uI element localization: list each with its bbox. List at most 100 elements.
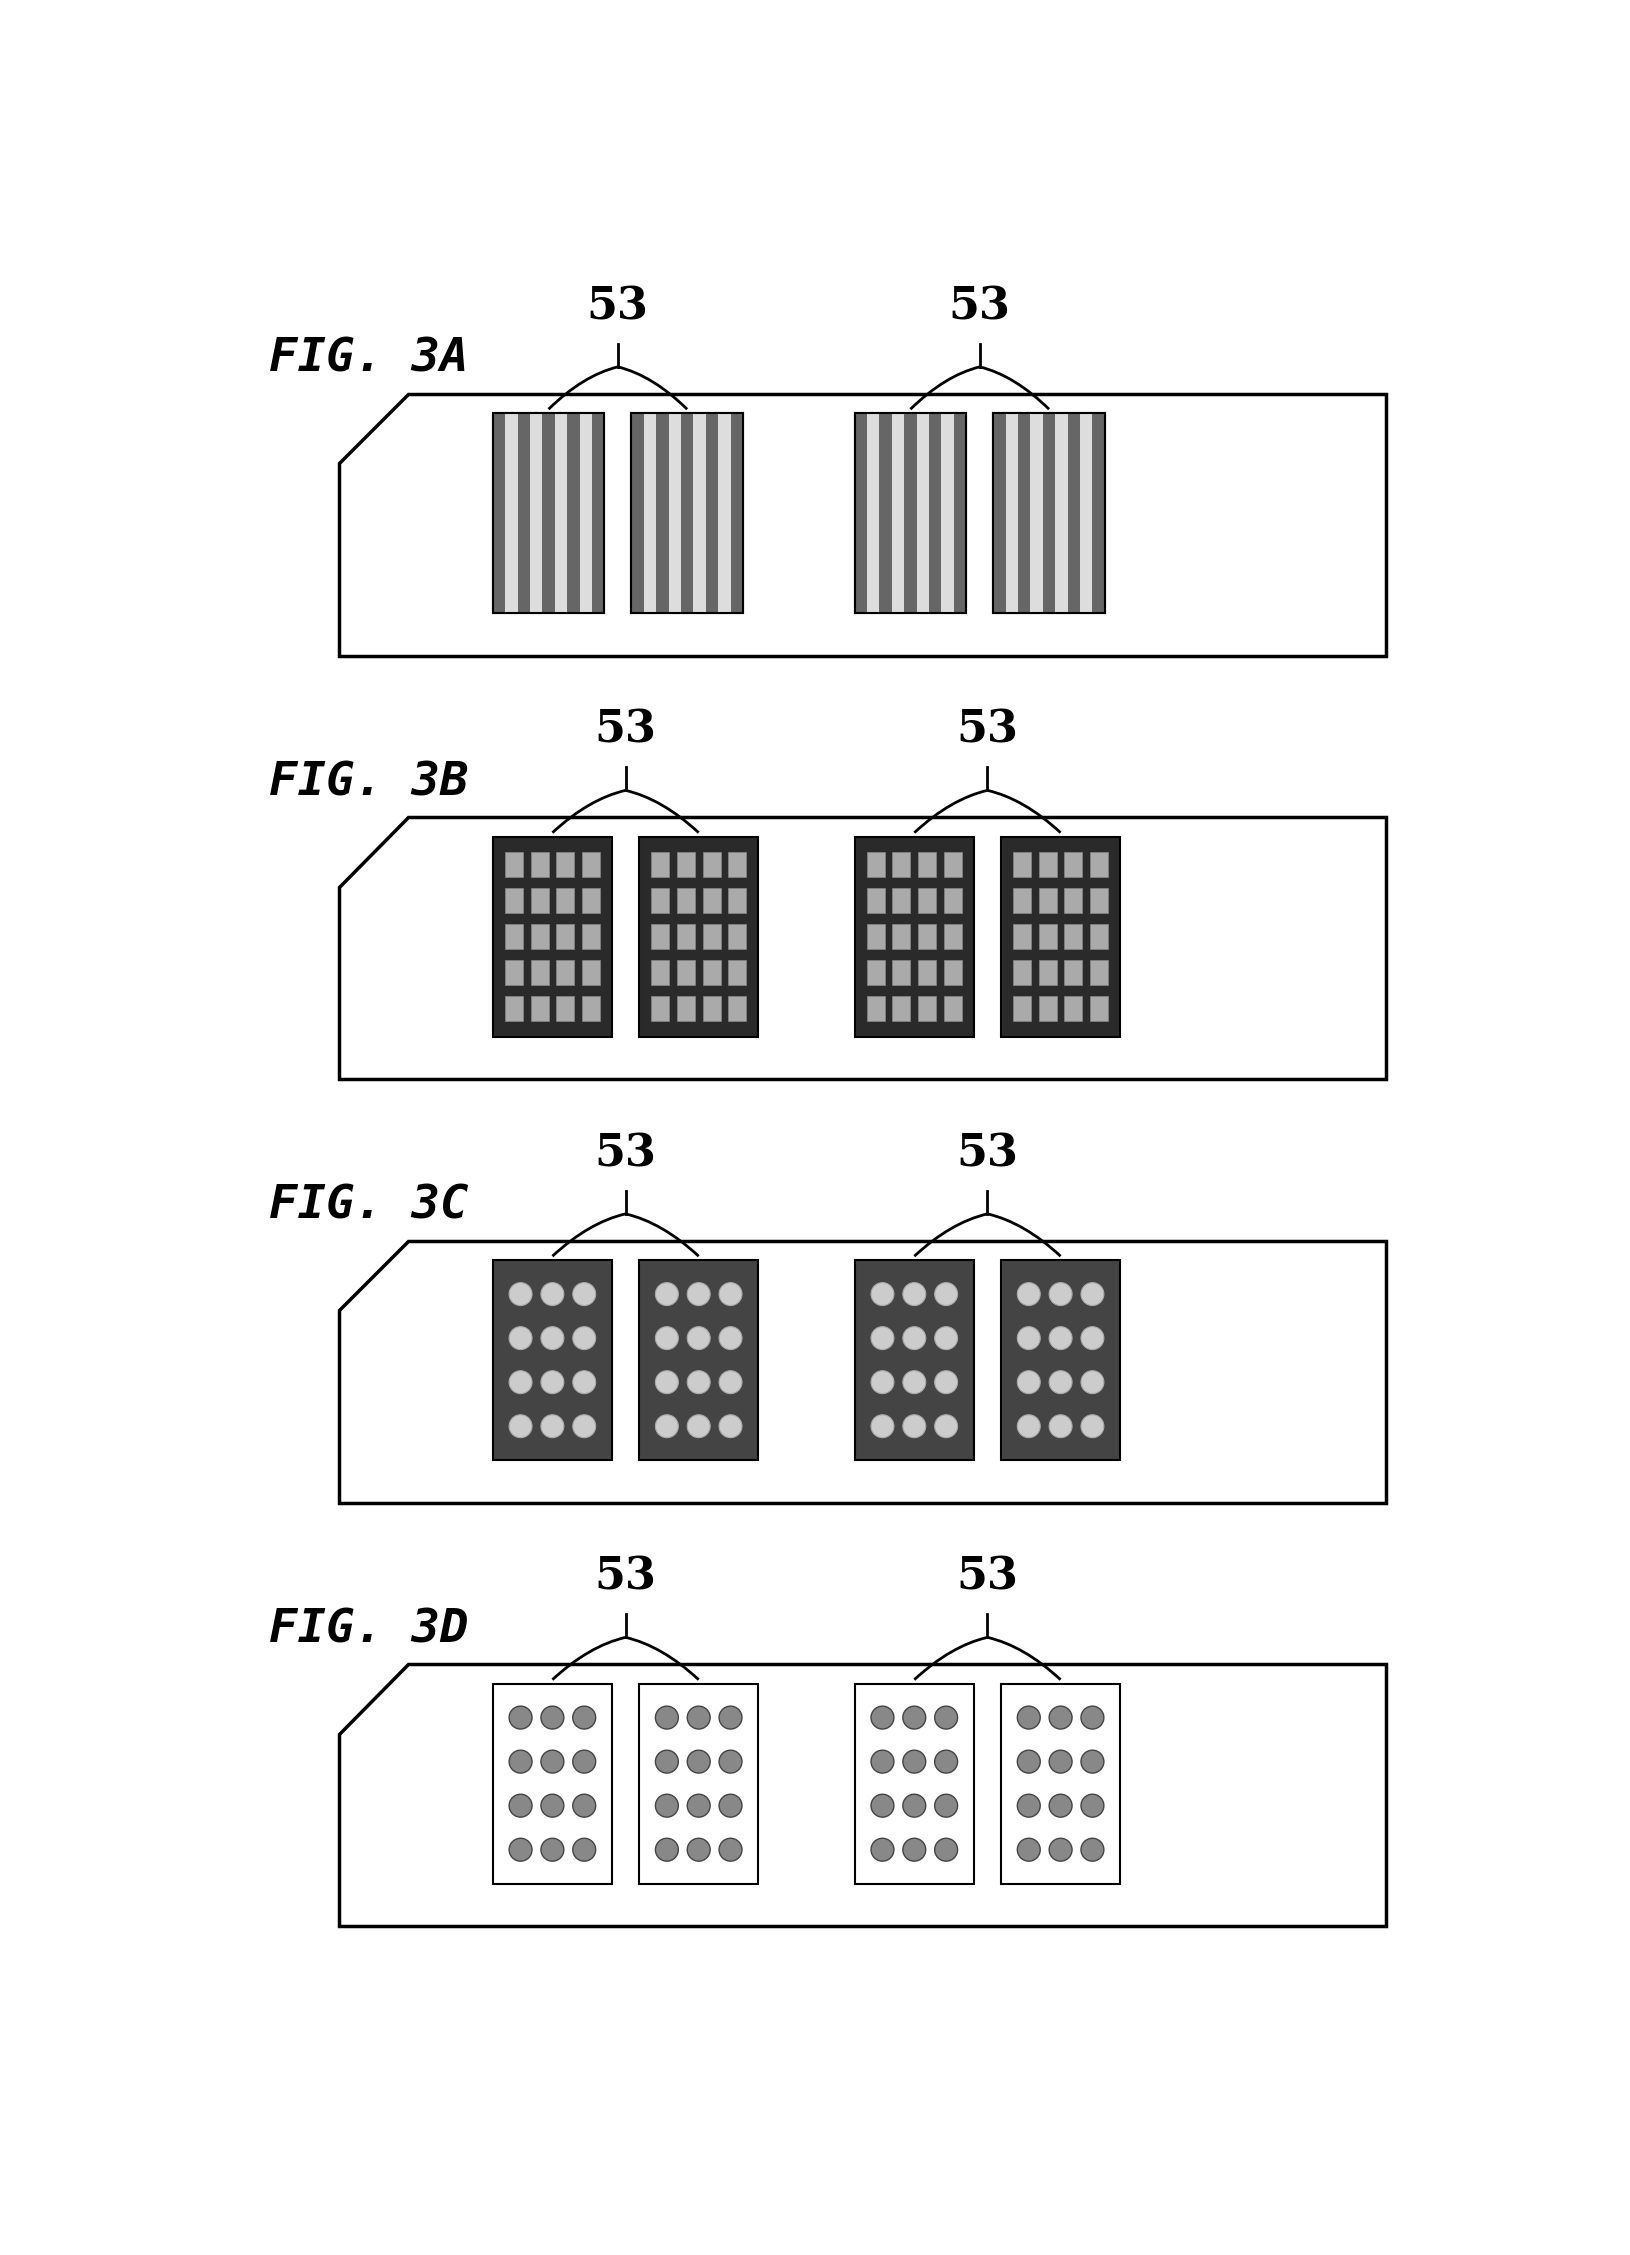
Bar bbox=[652, 925, 670, 949]
Bar bbox=[639, 837, 758, 1037]
Circle shape bbox=[719, 1750, 742, 1772]
Bar bbox=[676, 852, 694, 877]
Bar bbox=[652, 852, 670, 877]
Bar bbox=[531, 925, 549, 949]
Bar bbox=[918, 925, 936, 949]
Bar bbox=[867, 925, 885, 949]
Circle shape bbox=[719, 1414, 742, 1439]
Bar bbox=[918, 997, 936, 1022]
Circle shape bbox=[719, 1283, 742, 1306]
Bar bbox=[505, 852, 523, 877]
Circle shape bbox=[572, 1707, 595, 1730]
Circle shape bbox=[934, 1371, 957, 1394]
Bar bbox=[1092, 413, 1105, 613]
Circle shape bbox=[1050, 1795, 1073, 1818]
Circle shape bbox=[934, 1838, 957, 1860]
Bar bbox=[954, 413, 967, 613]
Circle shape bbox=[870, 1707, 893, 1730]
Bar bbox=[706, 413, 719, 613]
Bar bbox=[1001, 837, 1120, 1037]
Circle shape bbox=[1081, 1707, 1104, 1730]
Text: FIG. 3D: FIG. 3D bbox=[269, 1608, 469, 1653]
Bar bbox=[1064, 852, 1082, 877]
Bar bbox=[556, 925, 574, 949]
Bar bbox=[492, 1684, 613, 1883]
Bar bbox=[556, 888, 574, 913]
Bar bbox=[652, 888, 670, 913]
Bar bbox=[867, 997, 885, 1022]
Circle shape bbox=[934, 1283, 957, 1306]
Bar bbox=[1001, 1684, 1120, 1883]
Bar bbox=[492, 837, 613, 1037]
Circle shape bbox=[541, 1283, 564, 1306]
Polygon shape bbox=[339, 395, 1386, 656]
Circle shape bbox=[903, 1371, 926, 1394]
Bar bbox=[652, 997, 670, 1022]
Bar bbox=[918, 888, 936, 913]
Bar bbox=[1014, 852, 1032, 877]
Polygon shape bbox=[339, 816, 1386, 1080]
Circle shape bbox=[903, 1795, 926, 1818]
Bar bbox=[1064, 925, 1082, 949]
Text: 53: 53 bbox=[595, 708, 657, 751]
Circle shape bbox=[870, 1750, 893, 1772]
Circle shape bbox=[1017, 1795, 1040, 1818]
Bar bbox=[703, 961, 720, 985]
Circle shape bbox=[934, 1326, 957, 1348]
Circle shape bbox=[1017, 1707, 1040, 1730]
Bar bbox=[893, 925, 911, 949]
Bar bbox=[1014, 997, 1032, 1022]
Bar bbox=[1090, 852, 1108, 877]
Bar bbox=[730, 413, 743, 613]
Circle shape bbox=[655, 1838, 678, 1860]
Bar bbox=[918, 852, 936, 877]
Bar bbox=[893, 997, 911, 1022]
Bar bbox=[1014, 925, 1032, 949]
Circle shape bbox=[870, 1371, 893, 1394]
Bar bbox=[556, 961, 574, 985]
Circle shape bbox=[870, 1283, 893, 1306]
Circle shape bbox=[572, 1283, 595, 1306]
Text: 53: 53 bbox=[957, 1132, 1019, 1175]
Bar bbox=[567, 413, 580, 613]
Bar bbox=[892, 413, 905, 613]
Bar bbox=[1014, 888, 1032, 913]
Bar bbox=[893, 961, 911, 985]
Circle shape bbox=[903, 1326, 926, 1348]
Bar bbox=[580, 413, 592, 613]
Bar bbox=[1043, 413, 1055, 613]
Bar bbox=[657, 413, 668, 613]
Bar bbox=[531, 888, 549, 913]
Bar bbox=[631, 413, 644, 613]
Circle shape bbox=[688, 1750, 711, 1772]
Bar bbox=[492, 1261, 613, 1461]
Circle shape bbox=[688, 1283, 711, 1306]
Polygon shape bbox=[339, 1240, 1386, 1502]
Bar bbox=[1038, 888, 1056, 913]
Circle shape bbox=[719, 1371, 742, 1394]
Text: 53: 53 bbox=[587, 286, 649, 329]
Circle shape bbox=[903, 1707, 926, 1730]
Circle shape bbox=[688, 1838, 711, 1860]
Bar bbox=[944, 925, 962, 949]
Circle shape bbox=[572, 1750, 595, 1772]
Circle shape bbox=[509, 1371, 531, 1394]
Circle shape bbox=[688, 1795, 711, 1818]
Circle shape bbox=[1081, 1750, 1104, 1772]
Bar bbox=[505, 413, 518, 613]
Bar bbox=[729, 961, 747, 985]
Text: 53: 53 bbox=[949, 286, 1011, 329]
Bar bbox=[582, 888, 600, 913]
Circle shape bbox=[719, 1795, 742, 1818]
Bar bbox=[854, 413, 967, 613]
Bar bbox=[676, 961, 694, 985]
Circle shape bbox=[1081, 1838, 1104, 1860]
Bar bbox=[556, 997, 574, 1022]
Bar bbox=[631, 413, 743, 613]
Bar bbox=[929, 413, 942, 613]
Bar bbox=[492, 413, 605, 613]
Bar bbox=[867, 852, 885, 877]
Bar bbox=[854, 1261, 975, 1461]
Bar bbox=[1090, 961, 1108, 985]
Circle shape bbox=[1017, 1750, 1040, 1772]
